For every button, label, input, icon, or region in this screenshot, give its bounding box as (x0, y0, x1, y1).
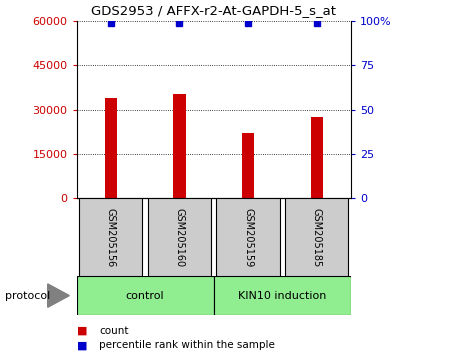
Text: control: control (126, 291, 164, 301)
Text: GSM205156: GSM205156 (106, 207, 116, 267)
Polygon shape (48, 284, 69, 307)
FancyBboxPatch shape (216, 198, 279, 276)
Text: percentile rank within the sample: percentile rank within the sample (99, 340, 275, 350)
FancyBboxPatch shape (148, 198, 211, 276)
Text: GSM205160: GSM205160 (175, 207, 184, 267)
FancyBboxPatch shape (76, 276, 214, 315)
Title: GDS2953 / AFFX-r2-At-GAPDH-5_s_at: GDS2953 / AFFX-r2-At-GAPDH-5_s_at (91, 4, 336, 17)
FancyBboxPatch shape (214, 276, 351, 315)
Text: count: count (99, 326, 129, 336)
Bar (105, 98, 117, 198)
Bar (173, 93, 185, 198)
Text: protocol: protocol (4, 291, 50, 301)
Text: ■: ■ (76, 326, 87, 336)
Text: GSM205185: GSM205185 (312, 207, 322, 267)
Text: GSM205159: GSM205159 (243, 207, 253, 267)
FancyBboxPatch shape (79, 198, 142, 276)
Bar (310, 117, 323, 198)
Text: ■: ■ (76, 340, 87, 350)
Text: KIN10 induction: KIN10 induction (238, 291, 327, 301)
FancyBboxPatch shape (285, 198, 348, 276)
Bar (242, 133, 254, 198)
